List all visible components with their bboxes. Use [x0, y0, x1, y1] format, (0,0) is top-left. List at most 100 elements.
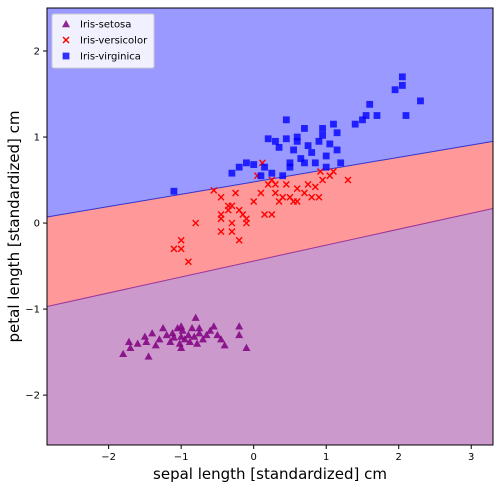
point-iris-virginica-23 — [315, 137, 323, 145]
point-iris-setosa-29 — [202, 330, 211, 339]
point-iris-setosa-12 — [166, 337, 175, 345]
point-iris-virginica-31 — [333, 129, 341, 137]
x-axis: −2 −1 0 1 2 3 — [101, 445, 474, 463]
point-iris-setosa-14 — [169, 333, 178, 341]
point-iris-virginica-15 — [290, 146, 297, 154]
point-iris-virginica-42 — [417, 97, 424, 105]
point-iris-versicolor-16 — [235, 236, 243, 244]
legend-label-iris-setosa: Iris-setosa — [80, 20, 131, 31]
point-iris-virginica-4 — [250, 161, 258, 168]
point-iris-versicolor-27 — [268, 210, 276, 218]
point-iris-virginica-33 — [351, 120, 359, 128]
point-iris-virginica-11 — [282, 135, 290, 143]
point-iris-virginica-35 — [362, 112, 370, 119]
point-iris-setosa-38 — [177, 322, 186, 330]
legend-label-iris-virginica: Iris-virginica — [80, 52, 141, 63]
point-iris-setosa-27 — [195, 329, 204, 337]
point-iris-virginica-19 — [301, 159, 308, 167]
point-iris-setosa-7 — [148, 329, 157, 337]
point-iris-virginica-39 — [398, 82, 406, 89]
point-iris-versicolor-43 — [329, 167, 337, 175]
y-axis: −2 −1 0 1 2 — [25, 47, 47, 402]
point-iris-versicolor-37 — [308, 193, 316, 201]
point-iris-virginica-28 — [326, 140, 334, 148]
point-iris-virginica-16 — [293, 137, 301, 145]
point-iris-versicolor-4 — [192, 219, 200, 227]
point-iris-virginica-24 — [319, 131, 326, 139]
point-iris-versicolor-34 — [293, 185, 301, 193]
point-iris-virginica-6 — [261, 163, 268, 171]
point-iris-virginica-38 — [391, 86, 399, 94]
point-iris-virginica-41 — [402, 112, 410, 119]
point-iris-versicolor-31 — [282, 180, 290, 188]
point-iris-setosa-32 — [213, 330, 222, 339]
point-iris-virginica-37 — [373, 112, 381, 119]
point-iris-virginica-26 — [322, 152, 330, 160]
plot-frame — [46, 7, 494, 446]
x-axis-label: sepal length [standardized] cm — [153, 465, 387, 483]
point-iris-versicolor-45 — [228, 202, 236, 210]
point-iris-versicolor-30 — [279, 193, 287, 201]
point-iris-versicolor-44 — [344, 176, 352, 184]
point-iris-versicolor-0 — [170, 245, 178, 253]
point-iris-virginica-43 — [272, 137, 279, 145]
point-iris-virginica-29 — [330, 120, 337, 128]
point-iris-setosa-24 — [190, 332, 199, 340]
point-iris-virginica-18 — [297, 155, 305, 162]
point-iris-setosa-6 — [144, 352, 153, 360]
x-tick-label: −2 — [101, 452, 116, 463]
point-iris-setosa-23 — [188, 324, 197, 332]
y-tick-label: 1 — [34, 133, 40, 144]
point-iris-versicolor-28 — [271, 189, 279, 197]
point-iris-virginica-34 — [359, 116, 366, 124]
point-iris-versicolor-22 — [257, 189, 265, 197]
point-iris-setosa-9 — [155, 335, 164, 343]
point-iris-versicolor-39 — [315, 193, 323, 201]
point-iris-versicolor-1 — [177, 236, 185, 244]
x-tick-label: 3 — [468, 452, 474, 463]
decision-regions — [47, 8, 493, 445]
y-axis-label: petal length [standardized] cm — [5, 111, 23, 343]
point-iris-virginica-22 — [308, 149, 316, 156]
point-iris-virginica-25 — [319, 125, 326, 132]
point-iris-setosa-19 — [178, 326, 187, 334]
legend-box — [51, 13, 155, 69]
point-iris-setosa-26 — [193, 339, 202, 347]
legend-marker-iris-versicolor — [62, 36, 70, 44]
point-iris-setosa-8 — [151, 341, 160, 349]
point-iris-versicolor-36 — [304, 180, 312, 188]
legend-label-iris-versicolor: Iris-versicolor — [80, 36, 148, 47]
point-iris-versicolor-8 — [217, 228, 225, 236]
legend-marker-iris-setosa — [62, 20, 70, 28]
point-iris-virginica-8 — [268, 169, 276, 177]
point-iris-versicolor-40 — [316, 167, 324, 175]
point-iris-virginica-5 — [257, 172, 265, 180]
decision-boundary-2 — [47, 207, 493, 307]
point-iris-versicolor-14 — [232, 189, 240, 197]
x-tick-label: −1 — [174, 452, 189, 463]
point-iris-virginica-0 — [170, 187, 178, 195]
point-iris-virginica-44 — [311, 159, 319, 167]
point-iris-setosa-5 — [142, 337, 151, 345]
point-iris-virginica-17 — [293, 133, 301, 141]
region-setosa — [47, 208, 493, 445]
point-iris-setosa-0 — [119, 349, 128, 358]
point-iris-setosa-37 — [242, 343, 251, 351]
y-tick-label: 0 — [34, 219, 40, 230]
point-iris-virginica-1 — [228, 169, 236, 177]
point-iris-setosa-18 — [177, 343, 186, 351]
y-tick-label: −2 — [25, 391, 40, 402]
point-iris-virginica-32 — [337, 159, 345, 167]
point-iris-setosa-10 — [159, 324, 168, 332]
point-iris-versicolor-41 — [319, 176, 327, 184]
point-iris-virginica-7 — [264, 135, 272, 143]
point-iris-virginica-10 — [279, 172, 287, 180]
point-iris-virginica-27 — [322, 163, 330, 171]
point-iris-virginica-20 — [301, 125, 308, 132]
point-iris-setosa-30 — [206, 326, 215, 334]
point-iris-versicolor-35 — [300, 189, 308, 197]
point-iris-versicolor-13 — [228, 228, 236, 236]
point-iris-virginica-40 — [398, 73, 406, 81]
point-iris-versicolor-24 — [261, 210, 269, 218]
